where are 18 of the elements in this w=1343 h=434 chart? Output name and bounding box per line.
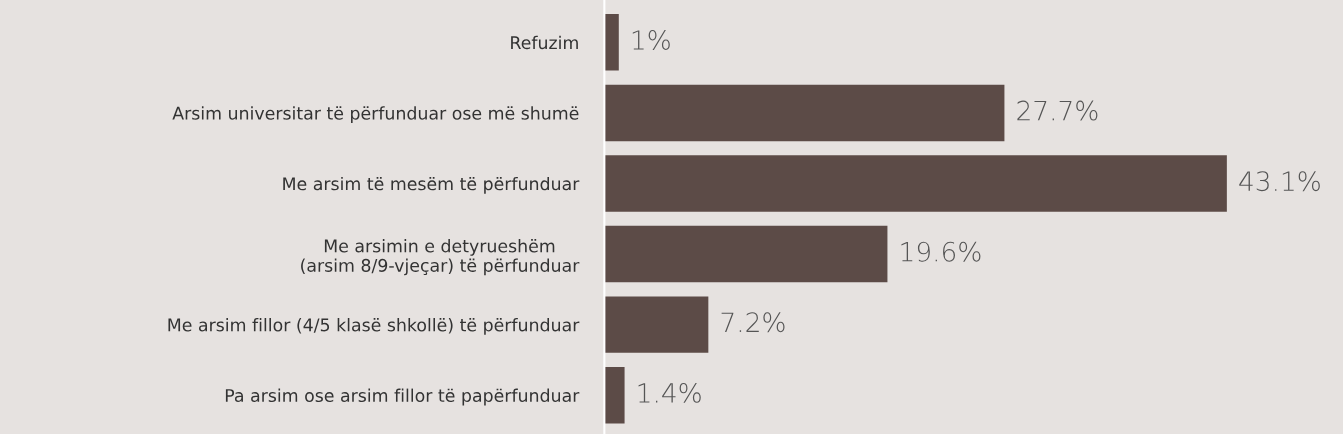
bar	[604, 155, 1227, 212]
y-tick-label: Arsim universitar të përfunduar ose më shumë	[172, 106, 579, 124]
bar	[604, 225, 888, 283]
y-tick-label: Pa arsim ose arsim fillor të papërfunduar	[225, 388, 580, 406]
bar	[604, 366, 625, 424]
data-label: 7.2%	[721, 312, 785, 333]
data-label: 1%	[632, 30, 670, 50]
y-tick-label: Me arsim fillor (4/5 klasë shkollë) të përfunduar	[168, 318, 580, 335]
data-label: 27.7%	[1017, 100, 1098, 121]
data-label: 19.6%	[901, 241, 981, 262]
bar	[604, 14, 619, 71]
data-label: 43.1%	[1239, 171, 1320, 192]
bar	[604, 84, 1005, 142]
y-tick-label: Refuzim	[511, 35, 578, 50]
bar	[604, 296, 709, 353]
y-tick-label: Me arsimin e detyrueshëm (arsim 8/9-vjeçar) të përfunduar	[301, 239, 580, 276]
y-tick-label: Me arsim të mesëm të përfunduar	[283, 176, 580, 194]
data-label: 1.4%	[638, 382, 701, 403]
